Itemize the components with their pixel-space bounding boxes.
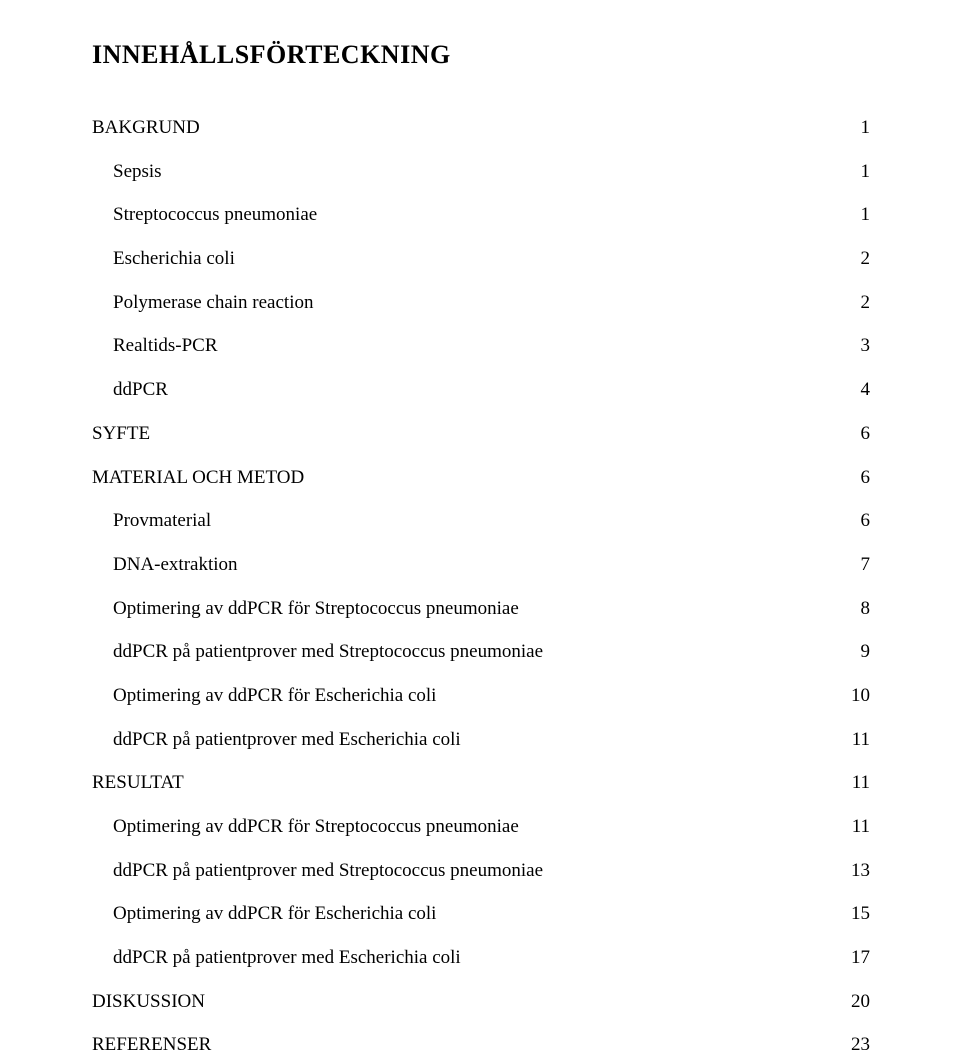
toc-entry-label: ddPCR på patientprover med Escherichia c… — [113, 946, 461, 971]
toc-entry: ddPCR på patientprover med Escherichia c… — [92, 946, 870, 971]
toc-entry-label: Optimering av ddPCR för Escherichia coli — [113, 902, 436, 927]
toc-entry-page: 3 — [861, 334, 871, 359]
toc-entry: MATERIAL OCH METOD 6 — [92, 466, 870, 491]
toc-entry-label: ddPCR — [113, 378, 168, 403]
toc-entry-label: ddPCR på patientprover med Escherichia c… — [113, 728, 461, 753]
toc-entry-label: ddPCR på patientprover med Streptococcus… — [113, 859, 543, 884]
toc-entry-page: 7 — [861, 553, 871, 578]
toc-entry-page: 1 — [861, 160, 871, 185]
toc-entry: Provmaterial 6 — [92, 509, 870, 534]
toc-entry: RESULTAT 11 — [92, 771, 870, 796]
toc-entry: DISKUSSION 20 — [92, 990, 870, 1015]
toc-entry-page: 1 — [861, 116, 871, 141]
toc-entry-page: 6 — [861, 466, 871, 491]
toc-entry-page: 8 — [861, 597, 871, 622]
toc-entry-label: DNA-extraktion — [113, 553, 238, 578]
toc-entry-label: RESULTAT — [92, 771, 184, 796]
toc-entry-page: 2 — [861, 247, 871, 272]
toc-entry: ddPCR 4 — [92, 378, 870, 403]
toc-entry-page: 4 — [861, 378, 871, 403]
toc-entry-page: 23 — [851, 1033, 870, 1058]
toc-entry-label: Streptococcus pneumoniae — [113, 203, 317, 228]
toc-entry: BAKGRUND 1 — [92, 116, 870, 141]
toc-entry-label: MATERIAL OCH METOD — [92, 466, 304, 491]
toc-entry: Polymerase chain reaction 2 — [92, 291, 870, 316]
toc-entry-label: Polymerase chain reaction — [113, 291, 313, 316]
toc-entry-page: 6 — [861, 422, 871, 447]
toc-entry: Sepsis 1 — [92, 160, 870, 185]
table-of-contents: BAKGRUND 1Sepsis 1Streptococcus pneumoni… — [92, 116, 870, 1058]
toc-entry: ddPCR på patientprover med Streptococcus… — [92, 859, 870, 884]
toc-entry-label: Optimering av ddPCR för Streptococcus pn… — [113, 815, 519, 840]
toc-entry-label: Provmaterial — [113, 509, 211, 534]
toc-entry: Optimering av ddPCR för Streptococcus pn… — [92, 815, 870, 840]
toc-entry-page: 2 — [861, 291, 871, 316]
toc-entry: REFERENSER 23 — [92, 1033, 870, 1058]
toc-entry-page: 1 — [861, 203, 871, 228]
toc-entry-label: BAKGRUND — [92, 116, 200, 141]
toc-entry-page: 13 — [851, 859, 870, 884]
toc-entry-page: 6 — [861, 509, 871, 534]
toc-entry-label: Optimering av ddPCR för Streptococcus pn… — [113, 597, 519, 622]
toc-entry-label: Sepsis — [113, 160, 162, 185]
toc-entry: SYFTE 6 — [92, 422, 870, 447]
toc-entry: Optimering av ddPCR för Escherichia coli… — [92, 902, 870, 927]
toc-entry-label: SYFTE — [92, 422, 150, 447]
toc-entry: Optimering av ddPCR för Escherichia coli… — [92, 684, 870, 709]
toc-entry-page: 17 — [851, 946, 870, 971]
toc-entry-label: REFERENSER — [92, 1033, 211, 1058]
toc-entry: Realtids-PCR 3 — [92, 334, 870, 359]
toc-entry-label: Realtids-PCR — [113, 334, 218, 359]
toc-entry-page: 11 — [852, 771, 870, 796]
toc-entry: ddPCR på patientprover med Streptococcus… — [92, 640, 870, 665]
toc-entry-label: Optimering av ddPCR för Escherichia coli — [113, 684, 436, 709]
toc-entry: Optimering av ddPCR för Streptococcus pn… — [92, 597, 870, 622]
toc-entry-page: 20 — [851, 990, 870, 1015]
toc-entry-label: ddPCR på patientprover med Streptococcus… — [113, 640, 543, 665]
toc-entry: ddPCR på patientprover med Escherichia c… — [92, 728, 870, 753]
toc-entry: Streptococcus pneumoniae 1 — [92, 203, 870, 228]
page-title: INNEHÅLLSFÖRTECKNING — [92, 40, 870, 70]
toc-entry-page: 11 — [852, 728, 870, 753]
toc-entry-page: 9 — [861, 640, 871, 665]
toc-entry-page: 10 — [851, 684, 870, 709]
toc-entry: Escherichia coli 2 — [92, 247, 870, 272]
toc-entry-label: DISKUSSION — [92, 990, 205, 1015]
toc-entry: DNA-extraktion 7 — [92, 553, 870, 578]
toc-entry-page: 11 — [852, 815, 870, 840]
toc-entry-label: Escherichia coli — [113, 247, 235, 272]
toc-entry-page: 15 — [851, 902, 870, 927]
